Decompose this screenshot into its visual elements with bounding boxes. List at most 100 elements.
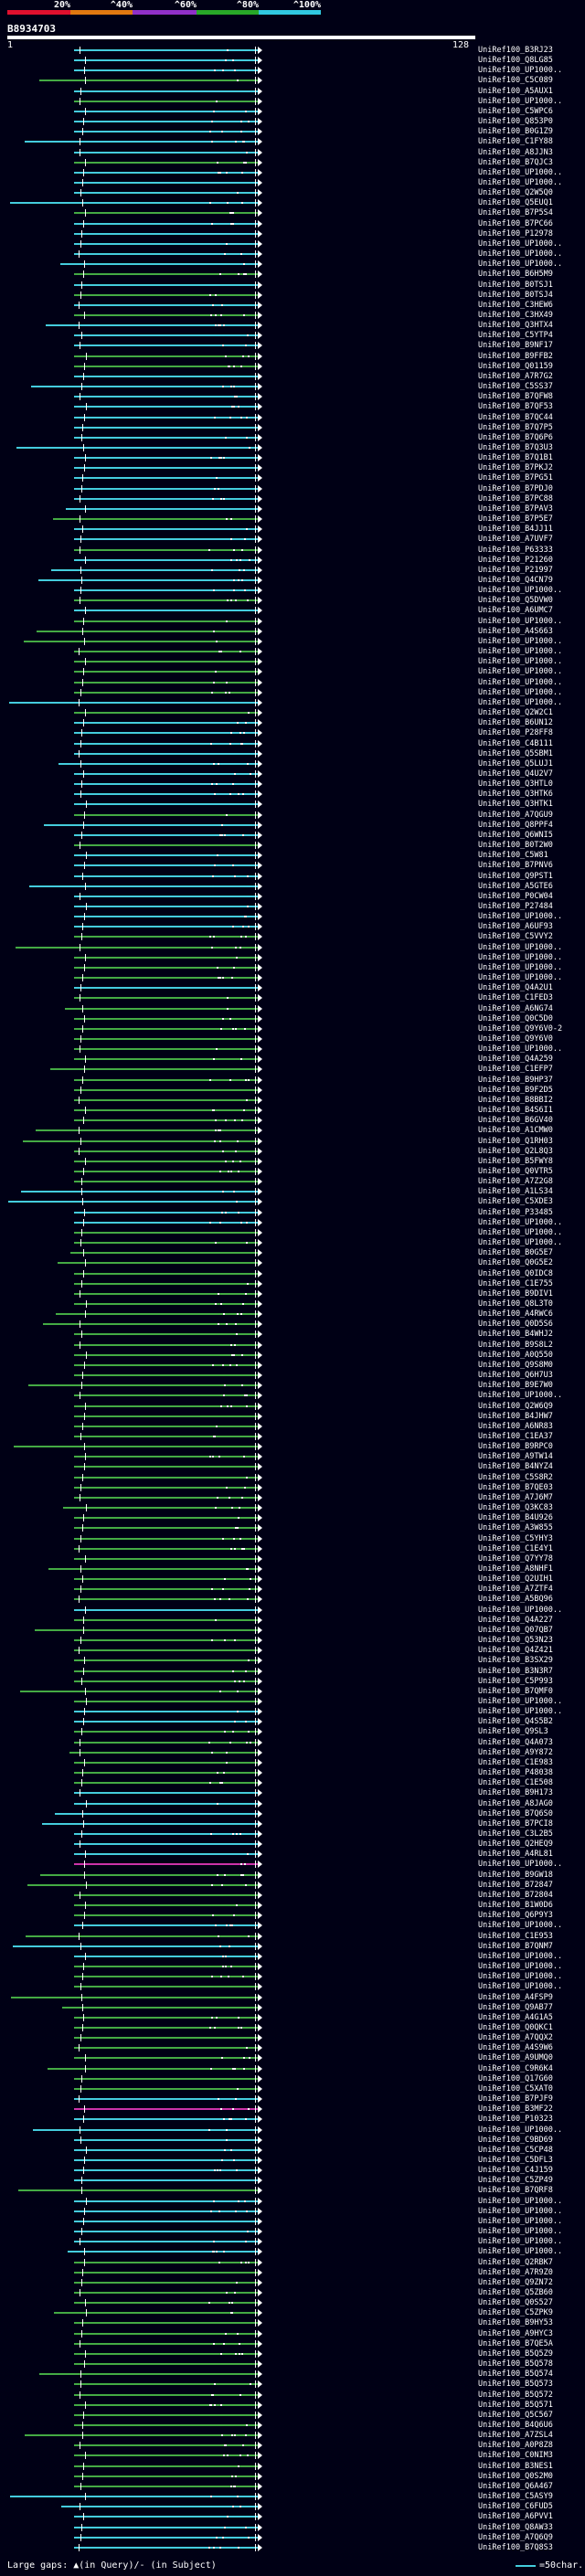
hit-row[interactable]: UniRef100_Q1RH03 — [0, 1137, 585, 1146]
hit-label[interactable]: UniRef100_P10323 — [478, 2115, 553, 2125]
hit-row[interactable]: UniRef100_B7PDJ0 — [0, 484, 585, 493]
hit-label[interactable]: UniRef100_Q9PST1 — [478, 871, 553, 881]
hit-label[interactable]: UniRef100_B7QE5A — [478, 2338, 553, 2348]
hit-row[interactable]: UniRef100_UP1000.. — [0, 617, 585, 626]
hit-row[interactable]: UniRef100_B7P5S4 — [0, 208, 585, 217]
hit-row[interactable]: UniRef100_B7PCI8 — [0, 1819, 585, 1829]
hit-row[interactable]: UniRef100_B7PC66 — [0, 219, 585, 228]
hit-label[interactable]: UniRef100_C5DFL3 — [478, 2155, 553, 2165]
hit-row[interactable]: UniRef100_UP1000.. — [0, 586, 585, 595]
hit-label[interactable]: UniRef100_A5BQ96 — [478, 1595, 553, 1605]
hit-label[interactable]: UniRef100_B4WHJ2 — [478, 1330, 553, 1340]
hit-label[interactable]: UniRef100_B4JHW7 — [478, 1411, 553, 1421]
hit-label[interactable]: UniRef100_Q0QKC1 — [478, 2022, 553, 2032]
hit-row[interactable]: UniRef100_Q4CN79 — [0, 576, 585, 585]
hit-row[interactable]: UniRef100_Q9ZN72 — [0, 2278, 585, 2287]
hit-row[interactable]: UniRef100_Q0IDC8 — [0, 1269, 585, 1278]
hit-row[interactable]: UniRef100_UP1000.. — [0, 973, 585, 982]
hit-row[interactable]: UniRef100_Q01159 — [0, 362, 585, 371]
hit-label[interactable]: UniRef100_C1E4Y1 — [478, 1543, 553, 1553]
hit-label[interactable]: UniRef100_B4Q6U6 — [478, 2420, 553, 2430]
hit-label[interactable]: UniRef100_B3MF22 — [478, 2104, 553, 2115]
hit-label[interactable]: UniRef100_B7QFW8 — [478, 392, 553, 402]
hit-label[interactable]: UniRef100_Q5C567 — [478, 2410, 553, 2420]
hit-row[interactable]: UniRef100_UP1000.. — [0, 912, 585, 921]
hit-label[interactable]: UniRef100_Q3KC83 — [478, 1503, 553, 1513]
hit-label[interactable]: UniRef100_Q0IDC8 — [478, 1268, 553, 1278]
hit-label[interactable]: UniRef100_B7PNV6 — [478, 861, 553, 871]
hit-label[interactable]: UniRef100_Q01159 — [478, 361, 553, 371]
hit-label[interactable]: UniRef100_B4NYZ4 — [478, 1462, 553, 1472]
hit-row[interactable]: UniRef100_UP1000.. — [0, 2227, 585, 2236]
hit-row[interactable]: UniRef100_A9Y872 — [0, 1748, 585, 1757]
hit-label[interactable]: UniRef100_C5S8R2 — [478, 1472, 553, 1482]
hit-label[interactable]: UniRef100_C9BD69 — [478, 2135, 553, 2145]
hit-row[interactable]: UniRef100_C5VVY2 — [0, 932, 585, 941]
hit-label[interactable]: UniRef100_P27484 — [478, 901, 553, 911]
hit-row[interactable]: UniRef100_UP1000.. — [0, 1044, 585, 1054]
hit-row[interactable]: UniRef100_A1LS34 — [0, 1187, 585, 1196]
hit-row[interactable]: UniRef100_UP1000.. — [0, 667, 585, 676]
hit-label[interactable]: UniRef100_B7Q6S0 — [478, 1808, 553, 1818]
hit-label[interactable]: UniRef100_A8JAG0 — [478, 1798, 553, 1808]
hit-row[interactable]: UniRef100_Q8LG85 — [0, 56, 585, 65]
hit-row[interactable]: UniRef100_B7QJC3 — [0, 158, 585, 167]
hit-label[interactable]: UniRef100_B0TSJ1 — [478, 280, 553, 290]
hit-label[interactable]: UniRef100_C5W81 — [478, 851, 548, 861]
hit-row[interactable]: UniRef100_B9E7W0 — [0, 1381, 585, 1390]
hit-row[interactable]: UniRef100_C5XAT0 — [0, 2084, 585, 2094]
hit-row[interactable]: UniRef100_Q5SBM1 — [0, 749, 585, 758]
hit-label[interactable]: UniRef100_UP1000.. — [478, 1921, 563, 1931]
hit-label[interactable]: UniRef100_B0TSJ4 — [478, 290, 553, 300]
hit-row[interactable]: UniRef100_Q0VTR5 — [0, 1167, 585, 1176]
hit-row[interactable]: UniRef100_Q53N23 — [0, 1636, 585, 1645]
hit-label[interactable]: UniRef100_A6PVV1 — [478, 2512, 553, 2522]
hit-label[interactable]: UniRef100_UP1000.. — [478, 657, 563, 667]
hit-row[interactable]: UniRef100_A1CMW0 — [0, 1126, 585, 1135]
hit-label[interactable]: UniRef100_C5XDE3 — [478, 1197, 553, 1207]
hit-label[interactable]: UniRef100_B9DIV1 — [478, 1288, 553, 1299]
hit-label[interactable]: UniRef100_A7Q6Q9 — [478, 2532, 553, 2542]
hit-row[interactable]: UniRef100_B9HY53 — [0, 2318, 585, 2327]
hit-label[interactable]: UniRef100_UP1000.. — [478, 687, 563, 697]
hit-label[interactable]: UniRef100_UP1000.. — [478, 697, 563, 707]
hit-row[interactable]: UniRef100_B5Q572 — [0, 2390, 585, 2400]
hit-row[interactable]: UniRef100_Q4A2U1 — [0, 983, 585, 992]
hit-row[interactable]: UniRef100_B7QMF0 — [0, 1687, 585, 1696]
hit-label[interactable]: UniRef100_B7P5S4 — [478, 208, 553, 218]
hit-row[interactable]: UniRef100_Q9Y6V0-2 — [0, 1024, 585, 1034]
hit-label[interactable]: UniRef100_Q2L8Q3 — [478, 1146, 553, 1156]
hit-label[interactable]: UniRef100_Q4A227 — [478, 1615, 553, 1625]
hit-row[interactable]: UniRef100_UP1000.. — [0, 249, 585, 259]
hit-label[interactable]: UniRef100_UP1000.. — [478, 2247, 563, 2257]
hit-row[interactable]: UniRef100_B7QFW8 — [0, 392, 585, 401]
hit-label[interactable]: UniRef100_P21260 — [478, 555, 553, 565]
hit-label[interactable]: UniRef100_C5ZPK9 — [478, 2308, 553, 2318]
hit-row[interactable]: UniRef100_UP1000.. — [0, 1707, 585, 1716]
hit-row[interactable]: UniRef100_C1FY88 — [0, 137, 585, 146]
hit-row[interactable]: UniRef100_P12978 — [0, 229, 585, 239]
hit-row[interactable]: UniRef100_C3HX49 — [0, 311, 585, 320]
hit-row[interactable]: UniRef100_B72804 — [0, 1891, 585, 1900]
hit-label[interactable]: UniRef100_A5GTE6 — [478, 881, 553, 891]
hit-label[interactable]: UniRef100_Q2W6Q9 — [478, 1401, 553, 1411]
hit-row[interactable]: UniRef100_UP1000.. — [0, 66, 585, 75]
hit-label[interactable]: UniRef100_UP1000.. — [478, 96, 563, 106]
hit-label[interactable]: UniRef100_Q0VTR5 — [478, 1166, 553, 1176]
hit-row[interactable]: UniRef100_Q0D5S6 — [0, 1320, 585, 1329]
hit-label[interactable]: UniRef100_B7QC44 — [478, 412, 553, 422]
hit-row[interactable]: UniRef100_A8JAG0 — [0, 1799, 585, 1808]
hit-row[interactable]: UniRef100_B9FFB2 — [0, 352, 585, 361]
hit-label[interactable]: UniRef100_B72847 — [478, 1880, 553, 1890]
hit-label[interactable]: UniRef100_B7Q6P6 — [478, 432, 553, 442]
hit-row[interactable]: UniRef100_C1E953 — [0, 1932, 585, 1941]
hit-row[interactable]: UniRef100_C5YTP4 — [0, 331, 585, 340]
hit-row[interactable]: UniRef100_Q8PPF4 — [0, 821, 585, 830]
hit-row[interactable]: UniRef100_B9NF17 — [0, 341, 585, 350]
hit-row[interactable]: UniRef100_Q9PST1 — [0, 872, 585, 881]
hit-label[interactable]: UniRef100_Q4CN79 — [478, 576, 553, 586]
hit-row[interactable]: UniRef100_Q5ZB60 — [0, 2288, 585, 2297]
hit-label[interactable]: UniRef100_UP1000.. — [478, 1962, 563, 1972]
hit-label[interactable]: UniRef100_A6UMC7 — [478, 606, 553, 616]
hit-label[interactable]: UniRef100_C0NIM3 — [478, 2451, 553, 2461]
